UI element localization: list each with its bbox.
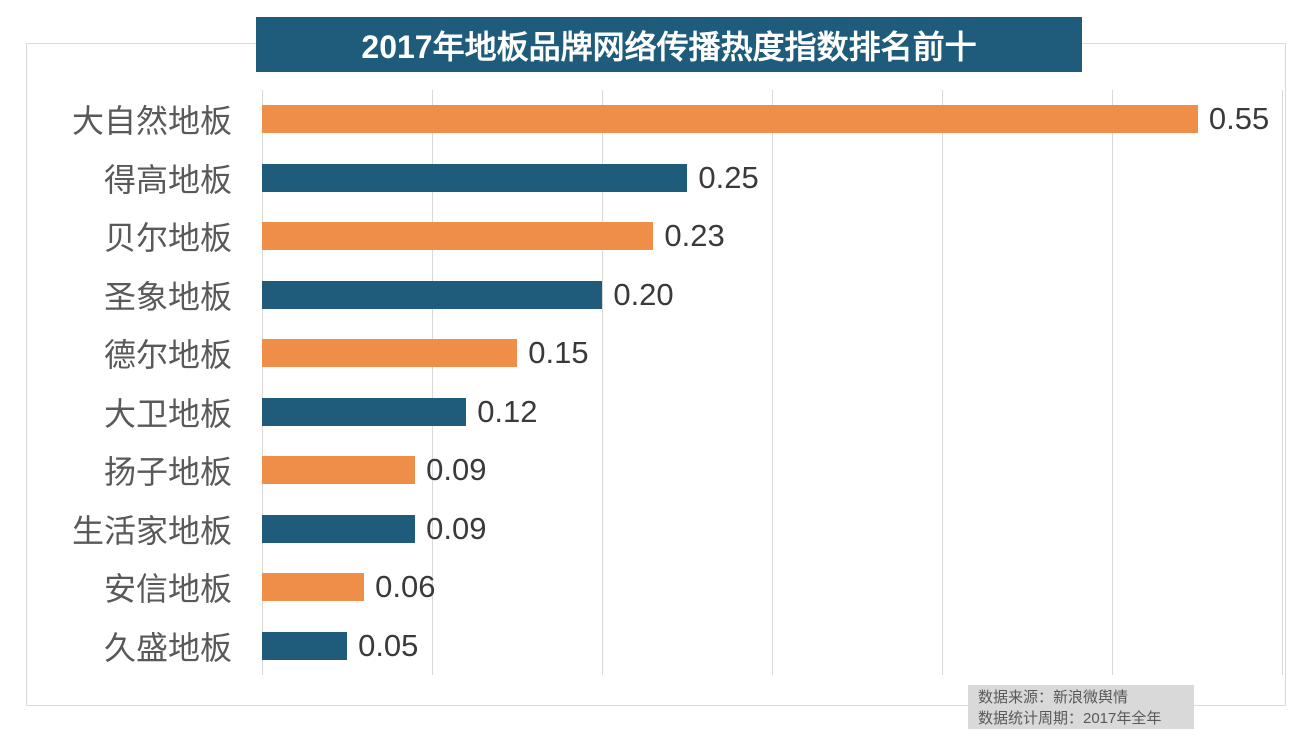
gridline bbox=[942, 90, 943, 675]
category-label: 大卫地板 bbox=[103, 395, 232, 432]
bar-row: 扬子地板 0.09 bbox=[40, 441, 1283, 500]
gridline bbox=[772, 90, 773, 675]
bar-track: 0.55 bbox=[262, 90, 1283, 149]
category-label: 大自然地板 bbox=[71, 103, 232, 140]
category-label: 安信地板 bbox=[103, 571, 232, 608]
value-label: 0.55 bbox=[1208, 101, 1270, 137]
bar bbox=[262, 573, 365, 602]
category-label: 生活家地板 bbox=[71, 512, 232, 549]
value-label: 0.20 bbox=[613, 276, 674, 312]
category-label: 德尔地板 bbox=[103, 337, 232, 374]
bar bbox=[262, 456, 416, 485]
category-label: 扬子地板 bbox=[103, 454, 232, 491]
bar-track: 0.06 bbox=[262, 558, 1283, 617]
bar-row: 生活家地板 0.09 bbox=[40, 500, 1283, 559]
bar-track: 0.09 bbox=[262, 500, 1283, 559]
category-label: 贝尔地板 bbox=[103, 220, 232, 257]
value-label: 0.23 bbox=[664, 218, 725, 254]
bar-track: 0.25 bbox=[262, 149, 1283, 208]
value-label: 0.25 bbox=[698, 159, 759, 195]
value-label: 0.09 bbox=[426, 452, 487, 488]
data-source-line: 数据来源：新浪微舆情 bbox=[978, 689, 1129, 706]
chart-frame bbox=[26, 43, 1286, 706]
gridline bbox=[1112, 90, 1113, 675]
gridlines bbox=[262, 90, 1283, 675]
bar-row: 贝尔地板 0.23 bbox=[40, 207, 1283, 266]
gridline bbox=[432, 90, 433, 675]
bar-track: 0.23 bbox=[262, 207, 1283, 266]
bar-row: 圣象地板 0.20 bbox=[40, 266, 1283, 325]
chart-title: 2017年地板品牌网络传播热度指数排名前十 bbox=[256, 17, 1082, 72]
bar-track: 0.09 bbox=[262, 441, 1283, 500]
value-label: 0.12 bbox=[477, 393, 538, 429]
bar-row: 久盛地板 0.05 bbox=[40, 617, 1283, 676]
bar-track: 0.20 bbox=[262, 266, 1283, 325]
value-label: 0.06 bbox=[375, 569, 436, 605]
bar bbox=[262, 105, 1198, 134]
value-label: 0.05 bbox=[358, 627, 419, 663]
bar-row: 得高地板 0.25 bbox=[40, 149, 1283, 208]
bar bbox=[262, 631, 348, 660]
value-label: 0.09 bbox=[426, 510, 487, 546]
bar-row: 大卫地板 0.12 bbox=[40, 383, 1283, 442]
value-label: 0.15 bbox=[528, 335, 589, 371]
bar-track: 0.12 bbox=[262, 383, 1283, 442]
bar bbox=[262, 339, 518, 368]
bar-track: 0.15 bbox=[262, 324, 1283, 383]
gridline bbox=[262, 90, 263, 675]
bar-rows: 大自然地板 0.55 得高地板 0.25 贝尔地板 0.23 圣象地板 0.20 德尔地板 0.1… bbox=[40, 90, 1283, 675]
bar bbox=[262, 397, 467, 426]
category-label: 圣象地板 bbox=[103, 278, 232, 315]
data-source-note: 数据来源：新浪微舆情 数据统计周期：2017年全年 bbox=[968, 685, 1194, 729]
bar-row: 安信地板 0.06 bbox=[40, 558, 1283, 617]
category-label: 久盛地板 bbox=[103, 629, 232, 666]
gridline bbox=[1282, 90, 1283, 675]
category-label: 得高地板 bbox=[103, 161, 232, 198]
bar bbox=[262, 280, 603, 309]
bar bbox=[262, 514, 416, 543]
gridline bbox=[602, 90, 603, 675]
bar-row: 德尔地板 0.15 bbox=[40, 324, 1283, 383]
bar bbox=[262, 163, 688, 192]
bar bbox=[262, 222, 654, 251]
bar-track: 0.05 bbox=[262, 617, 1283, 676]
data-period-line: 数据统计周期：2017年全年 bbox=[978, 710, 1162, 727]
bar-row: 大自然地板 0.55 bbox=[40, 90, 1283, 149]
